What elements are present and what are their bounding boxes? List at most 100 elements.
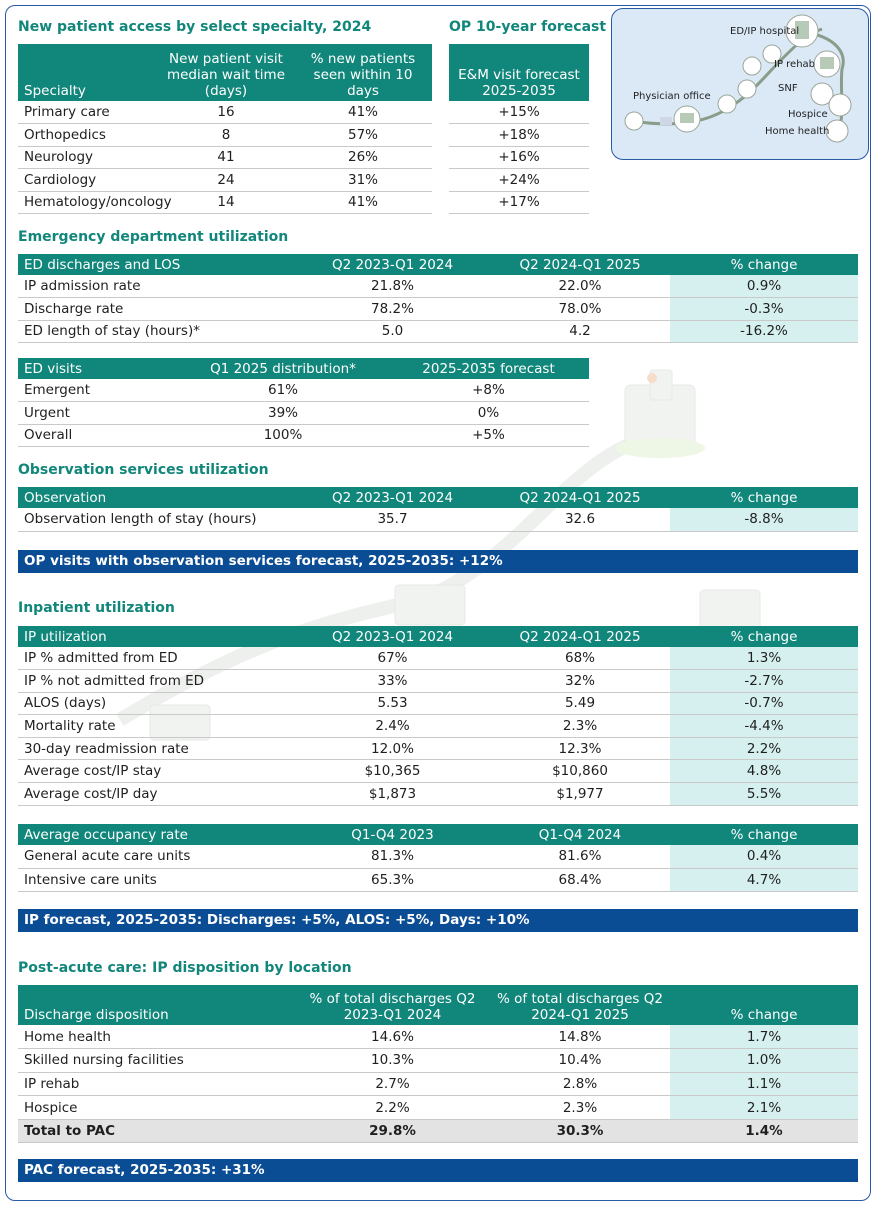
op-forecast-table: E&M visit forecast 2025-2035 +15% +18% +16… (449, 44, 589, 214)
table-row: Observation length of stay (hours) 35.7 32… (18, 508, 858, 532)
observation-forecast-banner: OP visits with observation services fore… (18, 550, 858, 573)
table-row: +16% (449, 146, 589, 169)
pac-title: Post-acute care: IP disposition by locat… (18, 960, 352, 976)
column-header: Q2 2024-Q1 2025 (490, 487, 670, 508)
table-cell: 2.4% (295, 714, 490, 738)
table-cell: 5.49 (490, 692, 670, 716)
table-row: ALOS (days) 5.53 5.49 -0.7% (18, 692, 858, 716)
table-cell: 12.3% (490, 737, 670, 761)
row-label: Cardiology (18, 168, 158, 192)
column-header: Average occupancy rate (18, 824, 295, 845)
table-row: Home health 14.6% 14.8% 1.7% (18, 1025, 858, 1050)
table-cell: 41% (294, 101, 432, 124)
table-cell: 4.2 (490, 320, 670, 343)
column-header: Q1-Q4 2024 (490, 824, 670, 845)
row-label: Orthopedics (18, 123, 158, 147)
table-cell: 0% (388, 401, 589, 425)
table-cell: -4.4% (670, 714, 858, 738)
table-cell: 78.2% (295, 297, 490, 321)
table-cell: 10.4% (490, 1048, 670, 1073)
label-home-health: Home health (765, 126, 830, 137)
ed-discharges-table: ED discharges and LOS Q2 2023-Q1 2024 Q2 2… (18, 254, 858, 343)
table-cell: 2.1% (670, 1095, 858, 1120)
table-cell: 39% (178, 401, 388, 425)
total-cell: 1.4% (670, 1119, 858, 1144)
forecast-cell: +24% (449, 168, 589, 192)
column-header: 2025-2035 forecast (388, 358, 589, 379)
observation-title: Observation services utilization (18, 462, 269, 478)
table-cell: 41 (158, 146, 294, 169)
table-row: Cardiology 24 31% (18, 168, 432, 192)
table-cell: 1.7% (670, 1025, 858, 1050)
table-cell: 22.0% (490, 275, 670, 298)
col-wait-time: New patient visit median wait time (days… (158, 44, 294, 101)
row-label: Neurology (18, 146, 158, 169)
table-cell: 100% (178, 424, 388, 447)
table-cell: 65.3% (295, 868, 490, 892)
table-row: ED length of stay (hours)* 5.0 4.2 -16.2% (18, 320, 858, 343)
table-cell: 33% (295, 669, 490, 693)
row-label: ED length of stay (hours)* (18, 320, 295, 343)
table-cell: 8 (158, 123, 294, 147)
table-cell: 0.9% (670, 275, 858, 298)
table-row: IP % not admitted from ED 33% 32% -2.7% (18, 669, 858, 693)
column-header: Observation (18, 487, 295, 508)
new-patient-table: Specialty New patient visit median wait … (18, 44, 432, 214)
column-header: IP utilization (18, 626, 295, 647)
table-cell: +8% (388, 379, 589, 402)
table-cell: 57% (294, 123, 432, 147)
table-cell: 2.3% (490, 714, 670, 738)
table-row: Discharge rate 78.2% 78.0% -0.3% (18, 297, 858, 321)
new-patient-title: New patient access by select specialty, … (18, 19, 372, 35)
table-cell: 5.53 (295, 692, 490, 716)
table-cell: -0.3% (670, 297, 858, 321)
row-label: Mortality rate (18, 714, 295, 738)
table-cell: 67% (295, 647, 490, 671)
column-header: % change (670, 487, 858, 508)
table-row: +15% (449, 101, 589, 124)
row-label: General acute care units (18, 845, 295, 869)
table-cell: 78.0% (490, 297, 670, 321)
table-cell: 26% (294, 146, 432, 169)
table-row: Primary care 16 41% (18, 101, 432, 124)
row-label: IP % admitted from ED (18, 647, 295, 671)
total-label: Total to PAC (18, 1119, 295, 1144)
column-header: Q2 2023-Q1 2024 (295, 626, 490, 647)
row-label: Hospice (18, 1095, 295, 1120)
row-label: ALOS (days) (18, 692, 295, 716)
forecast-cell: +18% (449, 123, 589, 147)
table-cell: 61% (178, 379, 388, 402)
row-label: Observation length of stay (hours) (18, 508, 295, 532)
table-cell: 10.3% (295, 1048, 490, 1073)
table-cell: 14 (158, 191, 294, 214)
table-row: Intensive care units 65.3% 68.4% 4.7% (18, 868, 858, 892)
table-row: +24% (449, 168, 589, 192)
label-ip-rehab: IP rehab (774, 59, 816, 70)
table-row: Emergent 61% +8% (18, 379, 589, 402)
pac-forecast-banner: PAC forecast, 2025-2035: +31% (18, 1159, 858, 1182)
table-cell: $1,873 (295, 782, 490, 806)
table-row: +17% (449, 191, 589, 214)
table-cell: 68% (490, 647, 670, 671)
table-cell: 0.4% (670, 845, 858, 869)
table-cell: 4.8% (670, 759, 858, 784)
table-cell: 1.3% (670, 647, 858, 671)
table-row: Neurology 41 26% (18, 146, 432, 169)
forecast-cell: +17% (449, 191, 589, 214)
table-cell: -0.7% (670, 692, 858, 716)
column-header: % change (670, 254, 858, 275)
table-cell: 31% (294, 168, 432, 192)
ed-title: Emergency department utilization (18, 229, 289, 245)
inpatient-title: Inpatient utilization (18, 600, 175, 616)
table-cell: 2.7% (295, 1072, 490, 1097)
table-cell: 41% (294, 191, 432, 214)
table-cell: 2.8% (490, 1072, 670, 1097)
table-row: IP admission rate 21.8% 22.0% 0.9% (18, 275, 858, 298)
table-cell: $10,365 (295, 759, 490, 784)
table-row: +18% (449, 123, 589, 147)
new-patient-header-row: Specialty New patient visit median wait … (18, 44, 432, 101)
table-cell: 81.6% (490, 845, 670, 869)
table-cell: 24 (158, 168, 294, 192)
table-cell: 12.0% (295, 737, 490, 761)
total-cell: 30.3% (490, 1119, 670, 1144)
